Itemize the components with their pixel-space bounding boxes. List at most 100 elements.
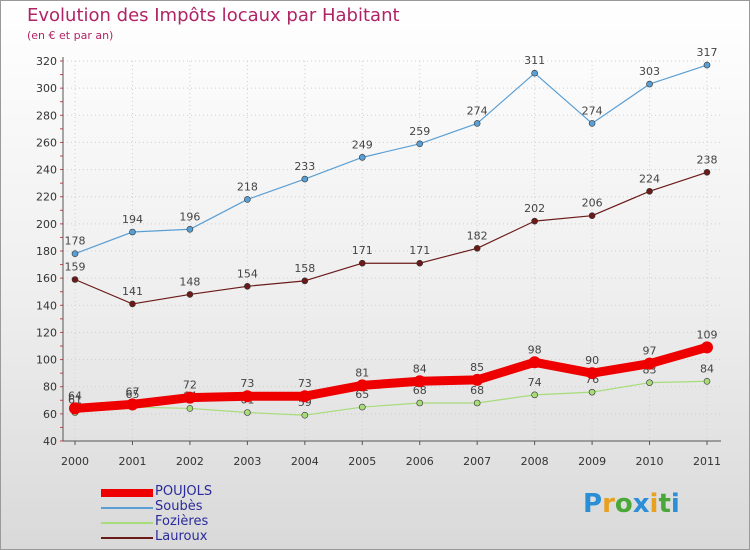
y-tick-label: 40 xyxy=(43,435,57,448)
data-label: 178 xyxy=(65,235,86,248)
data-point xyxy=(588,120,596,127)
legend-swatch xyxy=(101,488,153,497)
data-point xyxy=(531,391,538,399)
legend-label: Lauroux xyxy=(155,529,208,544)
data-point xyxy=(703,61,711,69)
data-point xyxy=(473,244,481,252)
data-label: 171 xyxy=(409,244,430,257)
data-label: 68 xyxy=(470,384,484,397)
data-label: 64 xyxy=(68,389,82,402)
data-label: 158 xyxy=(294,262,315,275)
logo-letter: P xyxy=(583,489,603,519)
data-point xyxy=(186,405,194,412)
y-tick-label: 220 xyxy=(36,191,57,204)
data-point xyxy=(358,403,366,411)
y-tick-label: 100 xyxy=(36,354,57,367)
x-tick-label: 2007 xyxy=(463,455,491,468)
data-label: 74 xyxy=(528,376,542,389)
y-tick-label: 200 xyxy=(36,218,57,231)
legend-swatch xyxy=(101,536,153,539)
data-label: 109 xyxy=(697,328,718,341)
data-point xyxy=(416,259,424,267)
data-point xyxy=(71,250,79,258)
data-point xyxy=(528,356,541,369)
data-point xyxy=(531,217,538,225)
data-point xyxy=(126,398,139,411)
data-point xyxy=(703,168,711,176)
logo-letter: i xyxy=(670,489,680,519)
logo-letter: i xyxy=(649,489,659,519)
y-tick-label: 80 xyxy=(43,381,57,394)
data-point xyxy=(301,411,309,419)
chart-title: Evolution des Impôts locaux par Habitant xyxy=(27,5,400,26)
y-tick-label: 280 xyxy=(36,109,57,122)
data-label: 65 xyxy=(125,388,139,401)
x-tick-label: 2008 xyxy=(521,455,549,468)
data-label: 72 xyxy=(183,379,197,392)
data-label: 141 xyxy=(122,285,143,298)
data-label: 311 xyxy=(524,54,545,67)
chart-subtitle: (en € et par an) xyxy=(27,29,114,42)
data-label: 148 xyxy=(179,275,200,288)
x-tick-label: 2004 xyxy=(291,455,319,468)
series-line xyxy=(74,64,708,255)
x-tick-label: 2000 xyxy=(61,455,89,468)
data-point xyxy=(129,300,136,308)
data-label: 182 xyxy=(467,229,488,242)
data-label: 249 xyxy=(352,138,373,151)
data-point xyxy=(186,225,194,233)
y-tick-label: 300 xyxy=(36,82,57,95)
series-line xyxy=(74,343,709,413)
data-label: 159 xyxy=(65,261,86,274)
x-tick-label: 2011 xyxy=(693,455,721,468)
data-label: 202 xyxy=(524,202,545,215)
data-point xyxy=(69,402,81,415)
y-tick-label: 120 xyxy=(36,326,57,339)
data-point xyxy=(471,373,484,386)
data-label: 67 xyxy=(125,385,139,398)
data-label: 61 xyxy=(68,394,82,407)
data-point xyxy=(531,69,538,77)
data-point xyxy=(356,379,369,392)
data-label: 238 xyxy=(697,153,718,166)
data-point xyxy=(416,399,424,407)
data-point xyxy=(413,375,426,388)
logo-letter: r xyxy=(602,489,615,519)
data-label: 196 xyxy=(179,210,200,223)
data-label: 303 xyxy=(639,65,660,78)
data-label: 90 xyxy=(585,354,599,367)
data-point xyxy=(701,341,713,354)
data-point xyxy=(646,187,653,195)
data-point xyxy=(646,379,653,386)
data-label: 171 xyxy=(352,244,373,257)
data-label: 65 xyxy=(355,388,369,401)
legend-label: POUJOLS xyxy=(155,484,213,499)
legend-swatch xyxy=(101,521,153,524)
data-point xyxy=(244,196,251,203)
data-label: 81 xyxy=(355,366,369,379)
y-tick-label: 160 xyxy=(36,272,57,285)
data-label: 274 xyxy=(582,104,603,117)
data-point xyxy=(416,140,424,148)
data-label: 274 xyxy=(467,104,488,117)
data-point xyxy=(473,120,481,127)
data-point xyxy=(129,228,136,236)
x-tick-label: 2005 xyxy=(348,455,376,468)
logo-letter: t xyxy=(658,489,671,519)
data-label: 68 xyxy=(413,384,427,397)
proxiti-logo: Proxiti xyxy=(583,489,680,519)
y-tick-label: 140 xyxy=(36,299,57,312)
data-point xyxy=(241,390,254,403)
y-tick-label: 240 xyxy=(36,164,57,177)
data-point xyxy=(703,377,711,385)
series-line xyxy=(74,171,708,305)
legend-label: Soubès xyxy=(155,499,203,514)
data-label: 73 xyxy=(240,377,254,390)
legend-label: Fozières xyxy=(155,514,209,529)
y-tick-label: 260 xyxy=(36,136,57,149)
data-label: 259 xyxy=(409,125,430,138)
x-tick-label: 2001 xyxy=(118,455,146,468)
logo-letter: x xyxy=(632,489,650,519)
